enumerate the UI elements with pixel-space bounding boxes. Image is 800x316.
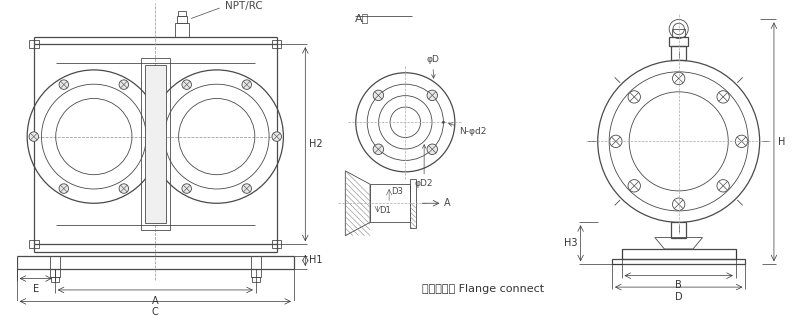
- Circle shape: [610, 135, 622, 148]
- Bar: [177, 15, 186, 23]
- Circle shape: [717, 179, 730, 192]
- Circle shape: [427, 144, 438, 155]
- Bar: [622, 249, 736, 258]
- Text: H3: H3: [564, 238, 578, 248]
- Text: D: D: [675, 292, 682, 302]
- Text: H2: H2: [309, 139, 322, 149]
- Bar: [671, 46, 686, 60]
- Text: A: A: [152, 296, 158, 306]
- Text: A向: A向: [355, 13, 369, 23]
- Circle shape: [182, 184, 191, 193]
- Text: N-φd2: N-φd2: [449, 123, 487, 136]
- Circle shape: [149, 132, 158, 141]
- Circle shape: [735, 135, 748, 148]
- Bar: [145, 65, 166, 223]
- Bar: [50, 269, 59, 276]
- Bar: [272, 40, 282, 48]
- Text: A: A: [444, 198, 451, 208]
- Bar: [29, 40, 38, 48]
- Circle shape: [119, 80, 129, 89]
- Circle shape: [427, 90, 438, 100]
- Circle shape: [242, 184, 251, 193]
- Bar: [370, 184, 410, 222]
- Circle shape: [29, 132, 38, 141]
- Circle shape: [373, 144, 384, 155]
- Circle shape: [673, 198, 685, 210]
- Bar: [672, 29, 686, 37]
- Text: H: H: [778, 137, 785, 147]
- Text: B: B: [675, 280, 682, 290]
- Circle shape: [59, 80, 69, 89]
- Bar: [671, 222, 686, 238]
- Circle shape: [272, 132, 282, 141]
- Text: φD2: φD2: [415, 145, 434, 188]
- Bar: [272, 240, 282, 248]
- Circle shape: [119, 184, 129, 193]
- Circle shape: [373, 90, 384, 100]
- Bar: [669, 37, 688, 46]
- Text: φD: φD: [426, 55, 439, 78]
- Circle shape: [628, 179, 641, 192]
- Text: NPT/RC: NPT/RC: [191, 1, 262, 18]
- Circle shape: [242, 80, 251, 89]
- Bar: [51, 276, 58, 282]
- Bar: [141, 58, 170, 230]
- Text: C: C: [152, 307, 158, 316]
- Circle shape: [442, 121, 445, 124]
- Text: 法兰式连接 Flange connect: 法兰式连接 Flange connect: [422, 284, 545, 294]
- Circle shape: [717, 91, 730, 103]
- Polygon shape: [346, 171, 370, 236]
- Bar: [178, 11, 186, 15]
- Circle shape: [628, 91, 641, 103]
- Polygon shape: [655, 238, 702, 249]
- Bar: [252, 276, 259, 282]
- Bar: [175, 23, 189, 37]
- Text: E: E: [33, 284, 38, 294]
- Circle shape: [673, 72, 685, 85]
- Bar: [410, 179, 416, 228]
- Text: H1: H1: [309, 255, 322, 265]
- Circle shape: [182, 80, 191, 89]
- Bar: [251, 269, 261, 276]
- Text: D1: D1: [379, 206, 391, 215]
- Circle shape: [152, 132, 162, 141]
- Bar: [612, 258, 746, 264]
- Bar: [29, 240, 38, 248]
- Circle shape: [59, 184, 69, 193]
- Text: D3: D3: [391, 187, 403, 196]
